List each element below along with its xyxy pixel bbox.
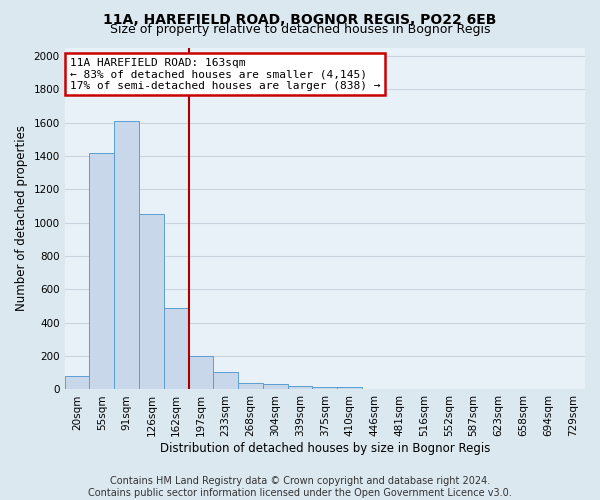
Text: 11A, HAREFIELD ROAD, BOGNOR REGIS, PO22 6EB: 11A, HAREFIELD ROAD, BOGNOR REGIS, PO22 … [103,12,497,26]
Bar [89,152,114,390]
Y-axis label: Number of detached properties: Number of detached properties [15,126,28,312]
Bar [337,387,362,390]
Bar [263,384,287,390]
Text: Contains HM Land Registry data © Crown copyright and database right 2024.
Contai: Contains HM Land Registry data © Crown c… [88,476,512,498]
X-axis label: Distribution of detached houses by size in Bognor Regis: Distribution of detached houses by size … [160,442,490,455]
Bar [164,308,188,390]
Bar [313,387,337,390]
Bar [114,121,139,390]
Bar [287,386,313,390]
Bar [214,372,238,390]
Text: 11A HAREFIELD ROAD: 163sqm
← 83% of detached houses are smaller (4,145)
17% of s: 11A HAREFIELD ROAD: 163sqm ← 83% of deta… [70,58,380,91]
Bar [139,214,164,390]
Text: Size of property relative to detached houses in Bognor Regis: Size of property relative to detached ho… [110,22,490,36]
Bar [238,383,263,390]
Bar [65,376,89,390]
Bar [188,356,214,390]
